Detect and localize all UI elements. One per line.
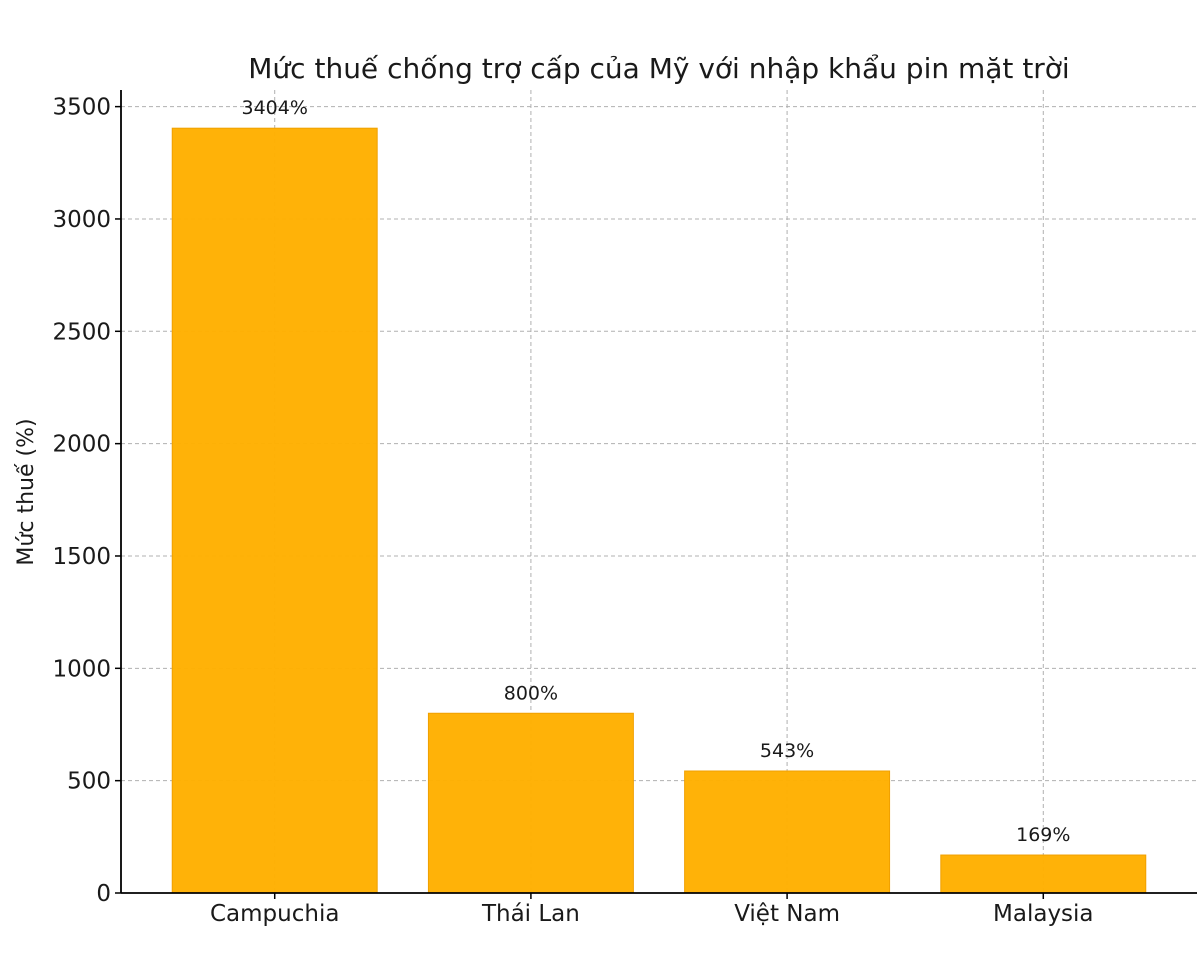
y-axis-label: Mức thuế (%) [14, 418, 39, 565]
data-label: 3404% [242, 97, 308, 119]
x-tick-label: Malaysia [993, 901, 1094, 927]
y-tick-label: 2000 [52, 432, 111, 458]
y-tick-label: 2500 [52, 319, 111, 345]
y-tick-label: 0 [96, 881, 111, 907]
bar-campuchia [171, 127, 378, 894]
bar-việt-nam [684, 770, 891, 894]
axes: 0 500 1000 1500 2000 2500 3000 3500 Campuchia Thá… [52, 90, 1197, 927]
x-tick-label: Campuchia [210, 901, 339, 927]
data-label: 800% [504, 682, 558, 704]
bar-malaysia [940, 854, 1147, 894]
y-tick-label: 3000 [52, 207, 111, 233]
x-tick-label: Việt Nam [734, 901, 840, 927]
y-tick-label: 1500 [52, 544, 111, 570]
y-tick-label: 1000 [52, 656, 111, 682]
y-tick-label: 3500 [52, 95, 111, 121]
data-label: 169% [1016, 824, 1070, 846]
x-tick-label: Thái Lan [481, 901, 580, 927]
bar-thái-lan [427, 712, 634, 894]
bars: 3404% 800% 543% 169% [171, 97, 1147, 894]
data-label: 543% [760, 740, 814, 762]
y-tick-label: 500 [67, 769, 111, 795]
chart-title: Mức thuế chống trợ cấp của Mỹ với nhập k… [248, 52, 1069, 85]
